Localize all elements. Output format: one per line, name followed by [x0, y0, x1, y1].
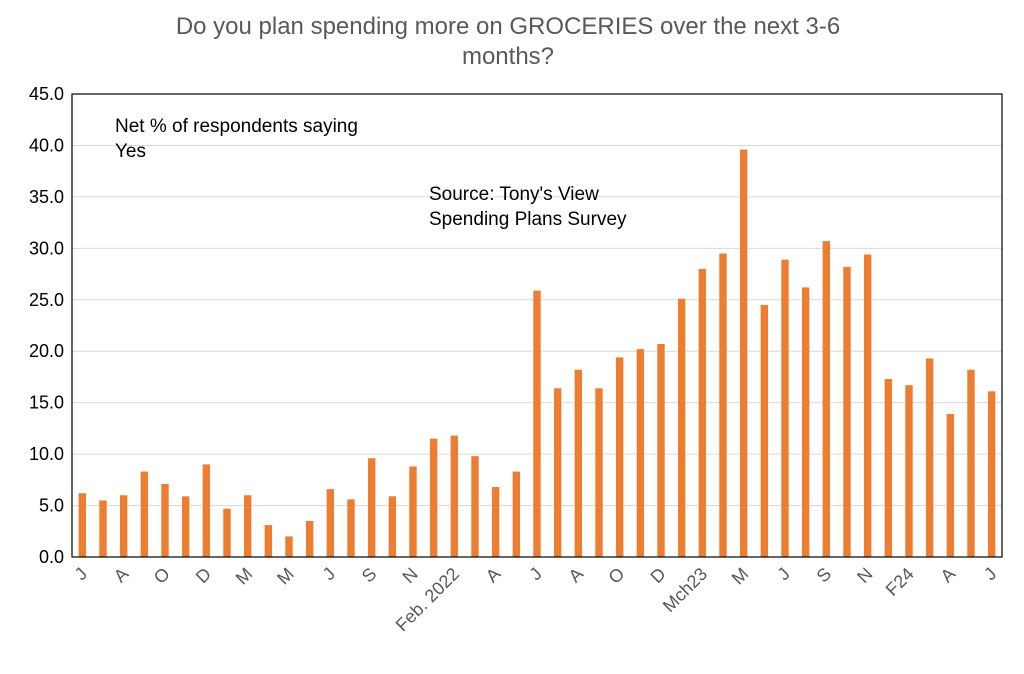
x-tick-label: J: [319, 564, 340, 585]
bar: [863, 254, 872, 557]
bar: [223, 508, 231, 557]
bar: [450, 435, 459, 557]
bar: [285, 536, 293, 557]
x-tick-label: A: [110, 564, 133, 587]
x-tick-label: J: [525, 564, 546, 585]
x-tick-label: O: [150, 564, 174, 588]
bar: [181, 496, 190, 557]
bars: [78, 149, 996, 558]
bar: [512, 471, 521, 557]
bar: [409, 466, 417, 557]
x-tick-label: M: [232, 564, 257, 589]
chart-title-line2: months?: [462, 43, 554, 70]
bar: [905, 385, 913, 557]
x-tick-label: O: [604, 564, 628, 588]
bar: [119, 495, 128, 557]
bar: [202, 464, 211, 557]
bar: [884, 379, 893, 557]
y-tick-label: 5.0: [39, 496, 64, 516]
bar: [367, 458, 376, 557]
bar: [967, 369, 975, 557]
bar: [264, 525, 273, 557]
annotation-net-percent-line1: Net % of respondents saying: [115, 116, 358, 137]
bar: [533, 290, 541, 557]
bar: [326, 489, 335, 557]
bar: [78, 493, 87, 557]
y-tick-label: 40.0: [29, 135, 64, 155]
bar: [595, 388, 603, 557]
bar: [781, 259, 789, 557]
x-tick-label: A: [937, 564, 960, 587]
y-tick-label: 0.0: [39, 547, 64, 567]
x-tick-label: A: [565, 564, 588, 587]
x-tick-label: A: [482, 564, 505, 587]
y-tick-label: 20.0: [29, 341, 64, 361]
plot-area-frame: [71, 93, 1003, 558]
annotation-net-percent-line2: Yes: [115, 141, 146, 162]
x-tick-label: J: [773, 564, 794, 585]
bar: [99, 500, 107, 557]
y-axis-tick-labels: 0.0 5.0 10.0 15.0 20.0 25.0 30.0 35.0 40.0 45.0: [29, 84, 64, 567]
bar: [574, 369, 583, 557]
bar: [636, 349, 645, 557]
bar: [615, 357, 624, 557]
bar: [739, 149, 748, 557]
x-tick-label: S: [358, 564, 381, 587]
bar: [161, 483, 169, 557]
bar: [553, 388, 562, 557]
x-tick-label: F24: [882, 564, 918, 600]
bar: [429, 438, 438, 557]
y-tick-label: 15.0: [29, 393, 64, 413]
x-tick-label: Mch23: [659, 564, 711, 616]
x-tick-label: M: [273, 564, 298, 589]
bar: [471, 456, 479, 557]
x-tick-label: N: [853, 564, 876, 587]
bar: [822, 241, 831, 557]
x-tick-label: J: [71, 564, 92, 585]
y-tick-label: 10.0: [29, 444, 64, 464]
x-tick-label: N: [398, 564, 421, 587]
bar: [347, 499, 355, 557]
annotation-source-line2: Spending Plans Survey: [429, 209, 627, 230]
bar: [140, 471, 149, 557]
x-tick-label: S: [813, 564, 836, 587]
x-tick-label: D: [646, 564, 669, 587]
chart-title-line1: Do you plan spending more on GROCERIES o…: [176, 13, 840, 40]
bar: [987, 391, 996, 557]
x-tick-label: J: [980, 564, 1001, 585]
bar: [698, 268, 707, 557]
bar: [760, 304, 769, 557]
bar: [657, 344, 665, 557]
bar: [491, 487, 500, 557]
bar: [801, 287, 810, 557]
bar: [677, 298, 686, 557]
x-tick-label: M: [728, 564, 753, 589]
bar: [243, 495, 252, 557]
bar: [946, 413, 955, 557]
bar: [843, 266, 851, 557]
x-tick-label: D: [192, 564, 215, 587]
y-tick-label: 35.0: [29, 187, 64, 207]
bar: [388, 496, 397, 557]
y-tick-label: 30.0: [29, 238, 64, 258]
y-tick-label: 45.0: [29, 84, 64, 104]
y-tick-label: 25.0: [29, 290, 64, 310]
annotation-source-line1: Source: Tony's View: [429, 184, 599, 205]
bar: [925, 358, 934, 557]
bar: [305, 520, 314, 557]
bar: [719, 253, 727, 558]
